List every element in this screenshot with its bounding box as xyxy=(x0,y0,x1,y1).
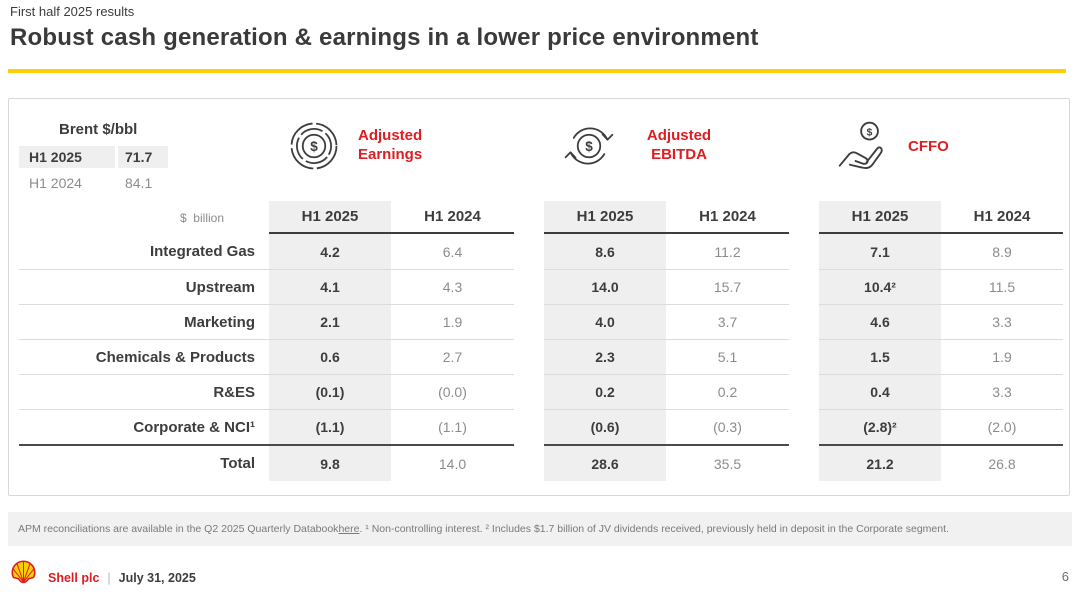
value-cell: (2.8)² xyxy=(819,409,941,444)
value-cell: 4.6 xyxy=(819,304,941,339)
value-cell: 0.2 xyxy=(666,374,789,409)
value-cell: 11.5 xyxy=(941,269,1063,304)
hand-dollar-icon: $ xyxy=(835,119,891,175)
databook-here-link[interactable]: here xyxy=(338,523,360,535)
svg-text:$: $ xyxy=(585,139,593,154)
yellow-divider xyxy=(8,69,1066,73)
col-header-h1-2025: H1 2025 xyxy=(819,201,941,234)
value-cell: 11.2 xyxy=(714,243,741,260)
value-cell: (1.1) xyxy=(269,409,391,444)
col-header-h1-2025: H1 2025 xyxy=(544,201,666,234)
svg-text:$: $ xyxy=(310,139,318,154)
col-header-h1-2024: H1 2024 xyxy=(941,201,1063,234)
value-cell: 3.3 xyxy=(941,374,1063,409)
value-cell: 4.0 xyxy=(544,304,666,339)
brent-row-h1-2024: H1 2024 84.1 xyxy=(19,172,259,194)
row-label: Upstream xyxy=(19,269,269,304)
value-cell: 8.9 xyxy=(992,243,1012,260)
value-cell: 6.4 xyxy=(442,243,463,260)
value-cell: 3.7 xyxy=(666,304,789,339)
value-cell: 1.5 xyxy=(819,339,941,374)
footnote-bar: APM reconciliations are available in the… xyxy=(8,512,1072,546)
value-cell: 0.4 xyxy=(819,374,941,409)
value-cell: 9.8 xyxy=(269,444,391,481)
value-cell: 4.3 xyxy=(391,269,514,304)
value-cell: (2.0) xyxy=(941,409,1063,444)
brent-row-h1-2025: H1 2025 71.7 xyxy=(19,146,259,168)
results-card: Brent $/bbl H1 2025 71.7 H1 2024 84.1 $ … xyxy=(8,98,1070,496)
footer-separator: | xyxy=(107,571,111,585)
footnote-text: . ¹ Non-controlling interest. ² Includes… xyxy=(359,523,949,535)
metric-header-adjusted-earnings: $ Adjusted Earnings xyxy=(287,119,450,173)
brent-period: H1 2024 xyxy=(29,175,82,191)
value-cell: 1.9 xyxy=(391,304,514,339)
company-name: Shell plc xyxy=(48,571,100,585)
row-label: Chemicals & Products xyxy=(19,339,269,374)
value-cell: 10.4² xyxy=(819,269,941,304)
value-cell: 35.5 xyxy=(666,444,789,481)
brent-title: Brent $/bbl xyxy=(59,121,138,138)
value-cell: 14.0 xyxy=(544,269,666,304)
brent-period: H1 2025 xyxy=(19,146,115,168)
value-cell: (0.6) xyxy=(544,409,666,444)
footnote-text: APM reconciliations are available in the… xyxy=(18,523,339,535)
col-header-h1-2024: H1 2024 xyxy=(666,201,789,234)
metric-header-cffo: $ CFFO xyxy=(835,119,949,175)
value-cell: 4.2 xyxy=(269,234,391,269)
value-cell: 7.1 xyxy=(819,234,941,269)
brent-price-block: Brent $/bbl H1 2025 71.7 H1 2024 84.1 xyxy=(19,121,259,198)
value-cell: 8.6 xyxy=(544,234,666,269)
unit-label: $ billion xyxy=(179,210,224,225)
brent-value: 84.1 xyxy=(125,175,153,191)
value-cell: 21.2 xyxy=(819,444,941,481)
value-cell: 14.0 xyxy=(391,444,514,481)
footer-date: July 31, 2025 xyxy=(118,571,196,585)
results-table: $ billion H1 2025 H1 2024 H1 2025 H1 202… xyxy=(19,201,1063,481)
metric-label: CFFO xyxy=(908,137,949,155)
value-cell: 1.9 xyxy=(941,339,1063,374)
brent-value: 71.7 xyxy=(118,146,168,168)
row-label: R&ES xyxy=(19,374,269,409)
value-cell: 15.7 xyxy=(666,269,789,304)
value-cell: (0.0) xyxy=(391,374,514,409)
value-cell: 2.1 xyxy=(269,304,391,339)
cycle-dollar-icon: $ xyxy=(562,119,616,173)
value-cell: 5.1 xyxy=(666,339,789,374)
metric-label: Adjusted Earnings xyxy=(358,127,423,163)
metric-header-adjusted-ebitda: $ Adjusted EBITDA xyxy=(562,119,725,173)
col-header-h1-2025: H1 2025 xyxy=(269,201,391,234)
svg-text:$: $ xyxy=(867,127,873,138)
value-cell: (0.3) xyxy=(666,409,789,444)
value-cell: (1.1) xyxy=(391,409,514,444)
shell-pecten-logo xyxy=(10,559,37,591)
value-cell: 28.6 xyxy=(544,444,666,481)
value-cell: 2.3 xyxy=(544,339,666,374)
row-label: Corporate & NCI¹ xyxy=(19,409,269,444)
value-cell: 3.3 xyxy=(941,304,1063,339)
slide-eyebrow: First half 2025 results xyxy=(10,4,135,19)
value-cell: 0.6 xyxy=(269,339,391,374)
value-cell: 4.1 xyxy=(269,269,391,304)
donut-dollar-icon: $ xyxy=(287,119,341,173)
page-number: 6 xyxy=(1061,569,1069,584)
footer-text: Shell plc | July 31, 2025 xyxy=(48,571,196,585)
col-header-h1-2024: H1 2024 xyxy=(391,201,514,234)
value-cell: 2.7 xyxy=(391,339,514,374)
slide-title: Robust cash generation & earnings in a l… xyxy=(10,24,759,51)
metric-label: Adjusted EBITDA xyxy=(646,127,712,163)
row-label: Integrated Gas xyxy=(149,243,255,260)
value-cell: (0.1) xyxy=(269,374,391,409)
row-label-total: Total xyxy=(19,444,269,481)
row-label: Marketing xyxy=(19,304,269,339)
value-cell: 0.2 xyxy=(544,374,666,409)
value-cell: 26.8 xyxy=(941,444,1063,481)
